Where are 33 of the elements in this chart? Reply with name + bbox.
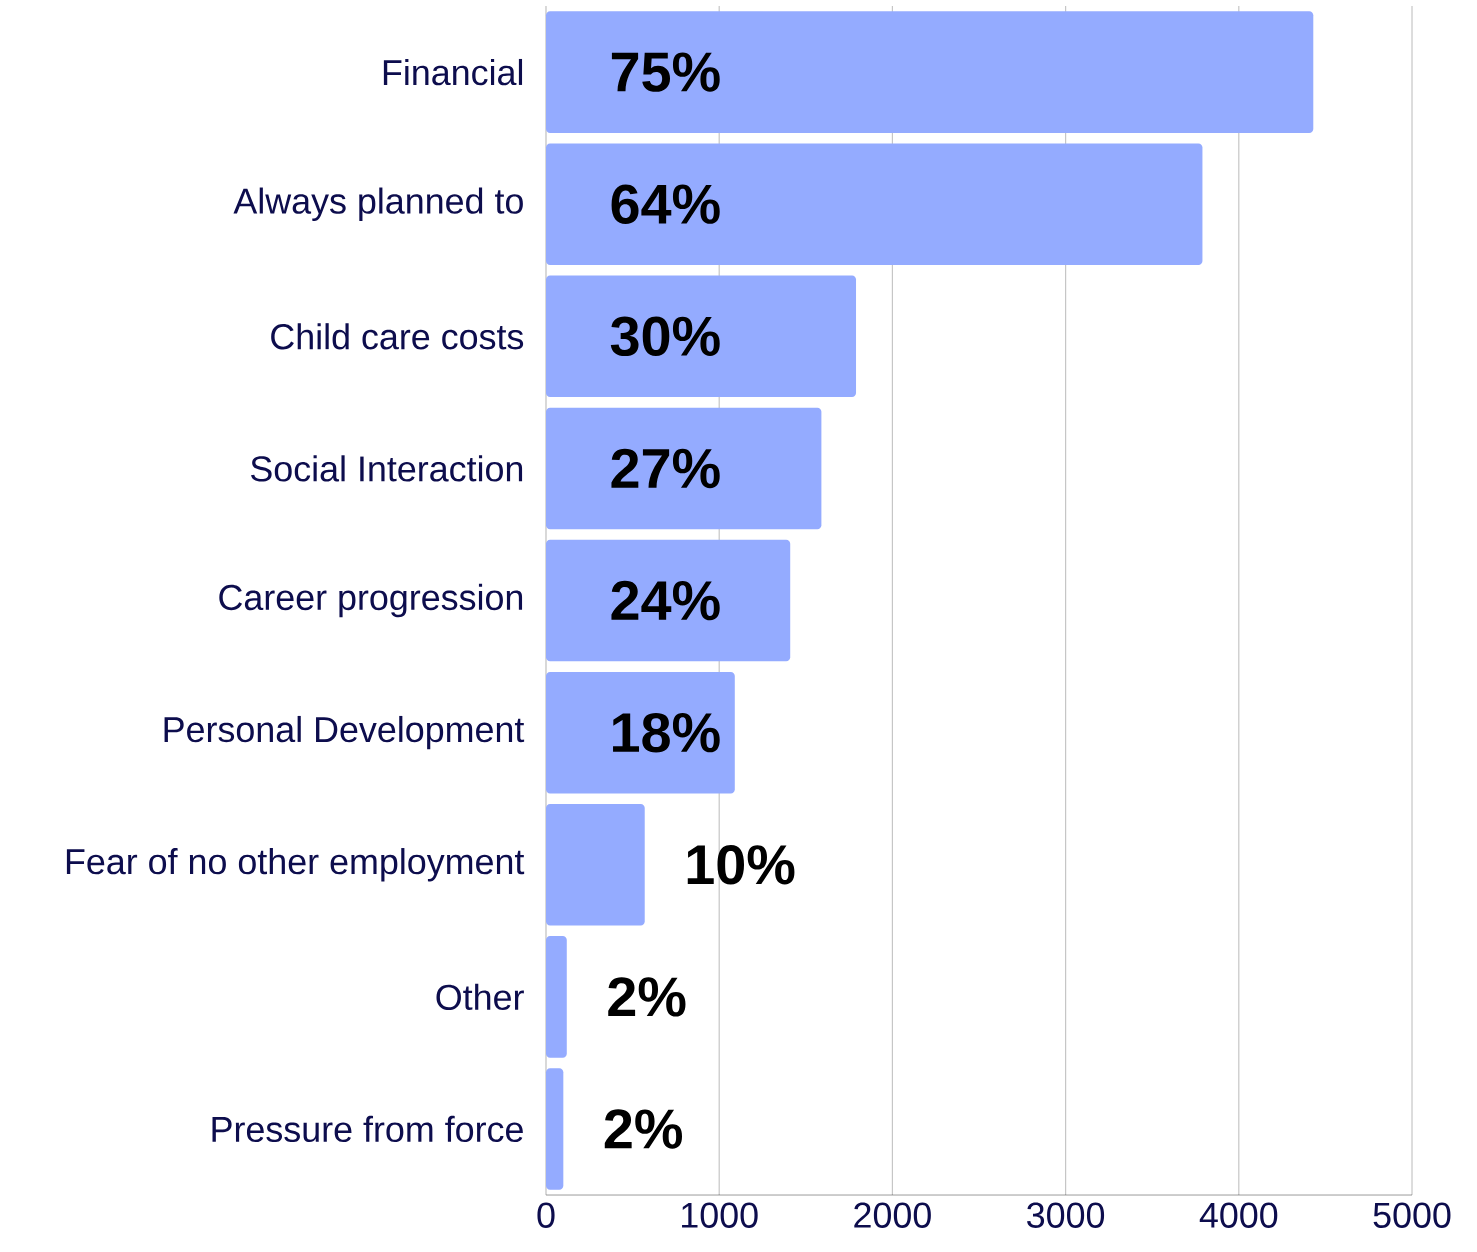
annotation: 30% [610, 316, 720, 357]
y-tick-label: Financial [383, 58, 523, 86]
annotation: 10% [687, 845, 795, 885]
annotation: 2% [608, 977, 686, 1017]
x-tick-label: 2000 [854, 1202, 931, 1228]
bar [546, 143, 1203, 265]
y-tick-label: Pressure from force [212, 1115, 523, 1143]
y-tick-label: Other [436, 983, 524, 1011]
bar [546, 671, 735, 794]
annotation: 18% [613, 712, 720, 753]
y-tick-label: Child care costs [271, 323, 524, 350]
annotation: 75% [611, 52, 720, 92]
y-tick-label: Fear of no other employment [66, 848, 525, 882]
bar [546, 11, 1314, 133]
x-tick-label: 0 [537, 1202, 555, 1228]
y-tick-label: Social Interaction [250, 455, 523, 482]
x-tick-label: 3000 [1027, 1202, 1105, 1228]
annotation: 27% [611, 448, 720, 489]
y-tick-label: Always planned to [233, 187, 523, 221]
bar [546, 407, 822, 530]
bar [546, 539, 791, 662]
y-tick-label: Career progression [219, 583, 523, 618]
bar [546, 936, 567, 1058]
annotation: 24% [611, 580, 720, 621]
bar [546, 1068, 564, 1190]
x-tick-label: 1000 [682, 1202, 758, 1228]
bar [546, 803, 645, 926]
x-tick-label: 4000 [1199, 1202, 1278, 1228]
annotation: 64% [611, 184, 720, 224]
bar [546, 275, 857, 398]
y-tick-label: Personal Development [164, 715, 525, 750]
annotation: 2% [604, 1109, 682, 1149]
x-tick-label: 5000 [1373, 1202, 1451, 1228]
